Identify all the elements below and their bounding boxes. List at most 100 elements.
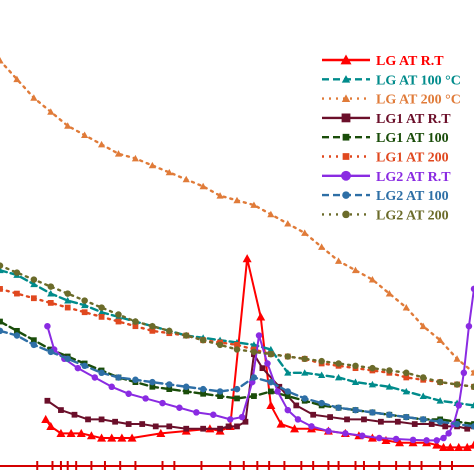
data-point [234, 423, 240, 430]
data-point [115, 311, 122, 318]
data-point [132, 318, 139, 325]
data-point [409, 436, 417, 444]
data-point [325, 427, 332, 435]
data-point [30, 337, 37, 344]
data-point [149, 327, 156, 334]
data-point [267, 388, 274, 395]
legend-item: LG AT R.T [322, 54, 444, 69]
data-point [433, 437, 440, 444]
data-point [419, 392, 427, 399]
data-point [152, 423, 159, 430]
data-point [233, 346, 241, 353]
data-point [217, 425, 223, 432]
data-point [56, 428, 66, 437]
data-point [98, 369, 105, 377]
legend-marker [342, 133, 350, 141]
data-point [428, 421, 435, 427]
data-point [250, 341, 258, 348]
data-point [335, 360, 342, 367]
data-point [71, 411, 78, 418]
data-point [402, 387, 410, 395]
data-point [47, 348, 55, 356]
data-point [276, 419, 286, 428]
data-point [30, 341, 38, 349]
data-point [30, 295, 37, 302]
legend-label: LG1 AT R.T [376, 112, 451, 127]
data-point [199, 182, 207, 190]
data-point [403, 369, 410, 377]
data-point [318, 399, 325, 407]
data-point [403, 413, 410, 421]
data-point [368, 380, 377, 388]
data-point [445, 430, 452, 437]
data-point [284, 353, 292, 360]
data-point [419, 374, 427, 381]
data-point [210, 411, 217, 418]
data-point [342, 430, 349, 437]
data-point [97, 140, 106, 148]
data-point [359, 432, 366, 439]
data-point [470, 369, 474, 376]
data-point [250, 348, 258, 356]
data-point [182, 383, 190, 391]
data-point [199, 385, 207, 393]
data-point [234, 395, 240, 402]
series-layer [0, 56, 474, 451]
data-point [0, 56, 4, 64]
legend-item: LG2 AT R.T [322, 170, 451, 185]
data-point [217, 393, 223, 399]
data-point [0, 286, 3, 292]
data-point [385, 383, 393, 390]
data-point [445, 442, 455, 451]
data-point [470, 401, 474, 409]
legend-label: LG AT 200 °C [376, 93, 461, 108]
data-point [200, 390, 207, 397]
data-point [455, 402, 463, 409]
data-point [117, 433, 127, 442]
data-point [266, 400, 276, 410]
data-point [115, 318, 122, 325]
legend-item: LG2 AT 100 [322, 189, 449, 204]
data-point [335, 404, 342, 411]
data-point [301, 395, 308, 402]
data-point [166, 386, 173, 392]
data-point [234, 341, 240, 348]
data-point [193, 409, 200, 416]
data-point [183, 388, 190, 395]
data-point [30, 280, 38, 288]
data-point [242, 418, 249, 425]
series-line [0, 269, 474, 407]
legend-marker [342, 210, 350, 219]
data-point [369, 364, 376, 372]
data-point [81, 362, 88, 370]
data-point [352, 362, 359, 370]
data-point [385, 289, 393, 297]
series-lg-at-r-t [41, 254, 474, 451]
data-point [344, 416, 350, 423]
data-point [423, 437, 430, 444]
data-point [125, 421, 132, 427]
data-point [81, 301, 89, 309]
data-point [132, 376, 139, 384]
data-point [369, 409, 376, 416]
data-point [81, 297, 88, 304]
data-point [44, 397, 51, 404]
data-point [469, 440, 474, 449]
data-point [86, 431, 96, 440]
data-point [464, 425, 471, 432]
data-point [259, 365, 266, 372]
data-point [64, 290, 71, 297]
series-lg2-at-r-t [44, 285, 474, 444]
data-point [436, 418, 444, 425]
data-point [81, 131, 89, 139]
data-point [47, 289, 55, 297]
data-point [411, 421, 418, 427]
data-point [64, 296, 72, 304]
data-point [264, 360, 271, 367]
data-point [250, 374, 258, 381]
data-point [41, 414, 51, 423]
data-point [148, 161, 156, 169]
data-point [226, 416, 234, 423]
data-point [115, 374, 122, 381]
